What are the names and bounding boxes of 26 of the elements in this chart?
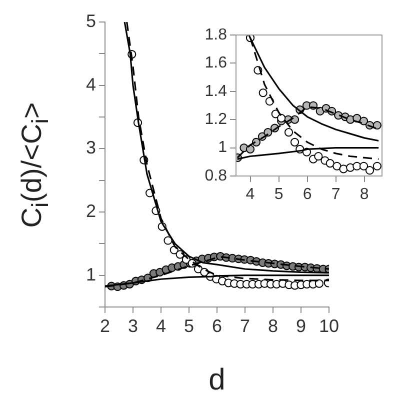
y-tick-label: 1	[218, 139, 228, 156]
x-tick-label: 8	[268, 316, 278, 336]
y-tick-label: 4	[86, 74, 96, 94]
x-tick-label: 5	[274, 186, 284, 204]
x-tick-label: 7	[240, 316, 250, 336]
y-tick-label: 3	[86, 138, 96, 158]
x-tick-label: 10	[318, 316, 340, 336]
y-tick-label: 2	[86, 200, 96, 221]
y-tick-label: 0.8	[204, 167, 228, 184]
x-tick-label: 6	[302, 186, 312, 204]
x-tick-label: 6	[212, 316, 222, 336]
y-tick-label: 1	[86, 264, 96, 284]
y-tick-label: 1.8	[204, 26, 228, 44]
x-tick-label: 7	[331, 186, 340, 204]
y-tick-label: 1.6	[204, 54, 228, 72]
x-tick-label: 9	[296, 316, 306, 336]
x-tick-label: 5	[184, 316, 194, 336]
y-tick-label: 1.4	[204, 82, 228, 100]
x-tick-label: 3	[128, 316, 138, 336]
x-tick-label: 2	[100, 316, 110, 336]
y-tick-label: 1.2	[204, 111, 228, 128]
y-tick-label: 5	[86, 10, 96, 31]
x-tick-label: 4	[156, 316, 166, 336]
x-tick-label: 4	[246, 186, 255, 204]
x-tick-label: 8	[360, 186, 369, 204]
x-axis-title: d	[208, 363, 226, 396]
